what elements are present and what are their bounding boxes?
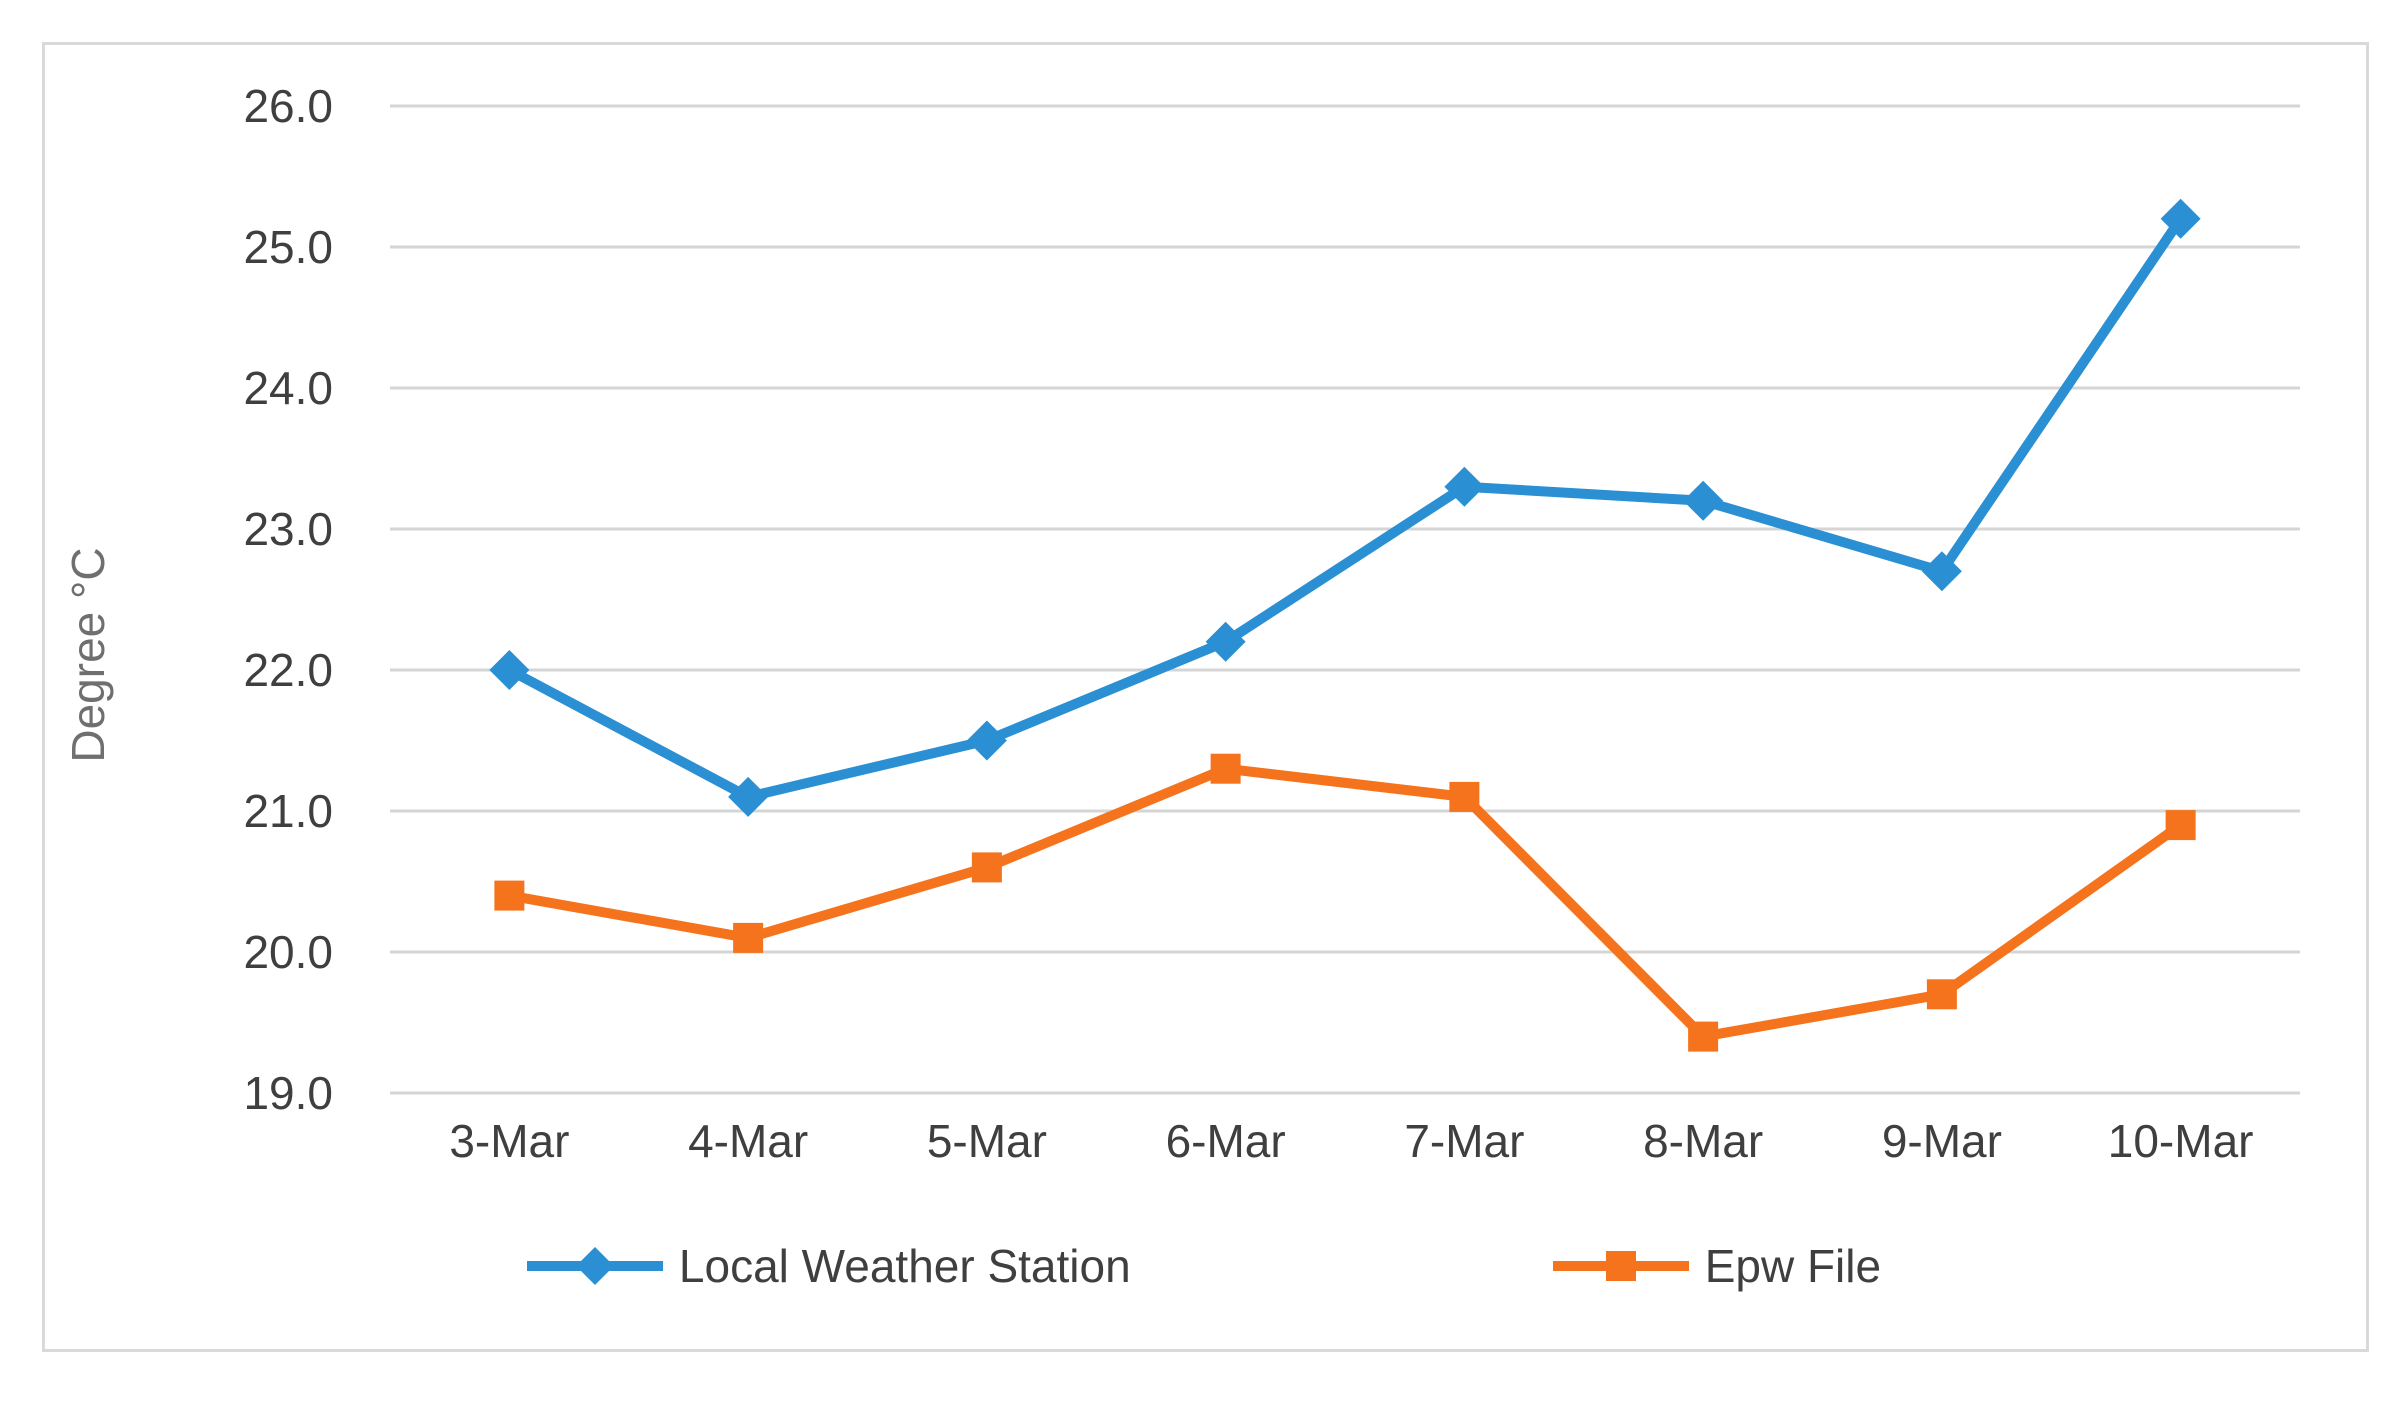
y-axis-title: Degree °C xyxy=(62,547,114,763)
legend: Local Weather Station Epw File xyxy=(0,1234,2406,1298)
x-axis-tick-label: 9-Mar xyxy=(1881,1115,2002,1167)
y-axis-tick-label: 24.0 xyxy=(243,362,333,414)
x-axis-tick-label: 4-Mar xyxy=(688,1115,809,1167)
square-data-point-marker xyxy=(1688,1021,1719,1052)
diamond-data-point-marker xyxy=(1921,551,1962,592)
y-axis-tick-label: 22.0 xyxy=(243,644,333,696)
diamond-data-point-marker xyxy=(489,650,530,690)
diamond-data-point-marker xyxy=(1205,621,1246,662)
y-axis-tick-label: 20.0 xyxy=(243,926,333,978)
legend-label: Local Weather Station xyxy=(678,1240,1131,1292)
legend-label: Epw File xyxy=(1704,1240,1882,1292)
y-axis-tick-label: 23.0 xyxy=(243,503,333,555)
legend-item-local-weather-station: Local Weather Station xyxy=(525,1239,1131,1293)
x-axis-tick-label: 6-Mar xyxy=(1165,1115,1286,1167)
square-data-point-marker xyxy=(494,880,525,911)
x-axis-tick-label: 8-Mar xyxy=(1643,1115,1764,1167)
diamond-data-point-marker xyxy=(1683,480,1724,521)
square-data-point-marker xyxy=(1926,979,1957,1010)
square-data-point-marker xyxy=(2165,810,2196,841)
square-data-point-marker xyxy=(1210,753,1241,784)
y-axis-tick-label: 21.0 xyxy=(243,785,333,837)
diamond-data-point-marker xyxy=(728,776,769,817)
x-axis-tick-label: 5-Mar xyxy=(926,1115,1047,1167)
series-line-local-weather-station xyxy=(504,213,2186,802)
diamond-data-point-marker xyxy=(2160,198,2201,239)
y-axis-tick-label: 26.0 xyxy=(243,80,333,132)
y-axis-tick-label: 25.0 xyxy=(243,221,333,273)
square-data-point-marker xyxy=(733,922,764,953)
diamond-data-point-marker xyxy=(1444,466,1485,507)
square-data-point-marker xyxy=(1449,781,1480,812)
series-line-epw-file xyxy=(504,763,2186,1042)
x-axis-tick-label: 3-Mar xyxy=(449,1115,570,1167)
x-axis-tick-label: 7-Mar xyxy=(1404,1115,1525,1167)
y-axis-tick-label: 19.0 xyxy=(243,1067,333,1119)
square-data-point-marker xyxy=(971,852,1002,883)
line-square-marker-icon xyxy=(1552,1251,1689,1281)
diamond-data-point-marker xyxy=(966,720,1007,761)
chart-border-frame xyxy=(42,42,2369,1352)
line-diamond-marker-icon xyxy=(526,1247,663,1285)
x-axis-tick-label: 10-Mar xyxy=(2107,1115,2254,1167)
legend-item-epw-file: Epw File xyxy=(1551,1239,1881,1293)
